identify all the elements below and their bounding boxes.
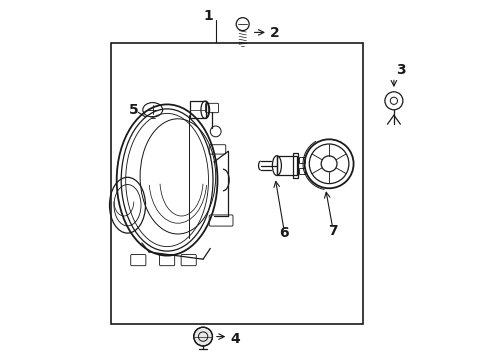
Text: 7: 7: [327, 224, 337, 238]
Circle shape: [193, 327, 212, 346]
Bar: [111, 43, 363, 324]
Bar: [298, 157, 305, 163]
Bar: [292, 153, 298, 178]
Text: 1: 1: [203, 9, 213, 23]
Bar: [298, 168, 305, 174]
Text: 2: 2: [269, 27, 279, 40]
Bar: [276, 156, 296, 175]
Text: 5: 5: [128, 103, 138, 117]
Text: 3: 3: [395, 63, 405, 77]
Text: 4: 4: [229, 332, 239, 346]
Text: 6: 6: [279, 226, 288, 240]
Bar: [190, 101, 205, 118]
